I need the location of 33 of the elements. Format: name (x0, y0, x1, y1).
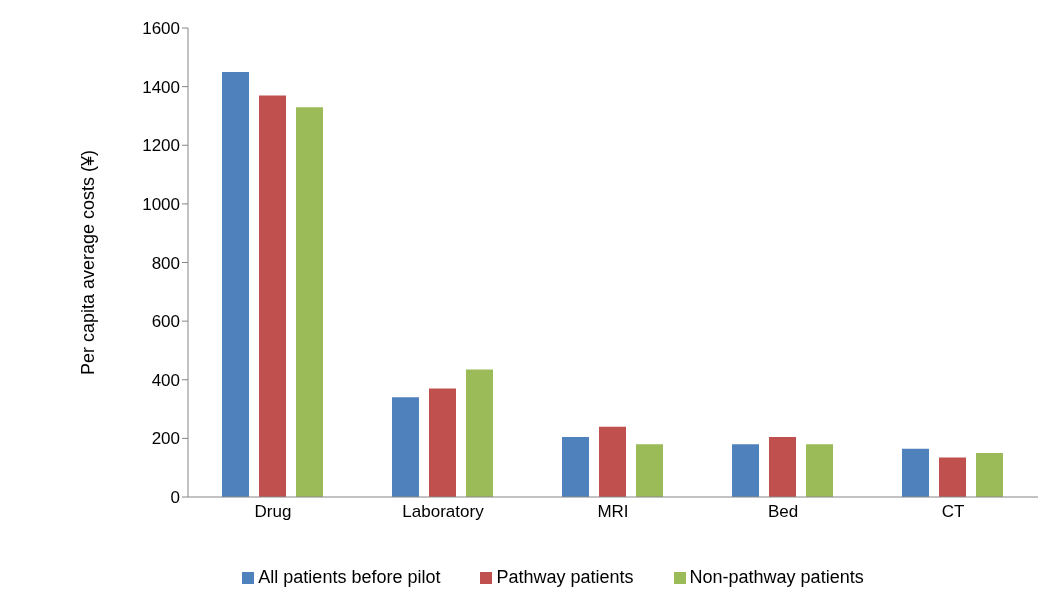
bar (392, 397, 419, 497)
bar (976, 453, 1003, 497)
bar (902, 448, 929, 497)
y-tick-label: 200 (151, 429, 180, 449)
legend-label: Non-pathway patients (689, 567, 864, 587)
y-tick-label: 1200 (142, 136, 180, 156)
y-tick-label: 800 (151, 253, 180, 273)
bar (769, 436, 796, 497)
x-tick-label: CT (941, 502, 965, 522)
bar (429, 388, 456, 497)
bar (466, 369, 493, 497)
x-tick-label: Bed (767, 502, 799, 522)
y-axis-title: Per capita average costs (¥) (78, 149, 99, 376)
y-tick-label: 600 (151, 312, 180, 332)
bar (599, 426, 626, 497)
bar (562, 436, 589, 497)
bar (222, 71, 249, 497)
bar (732, 444, 759, 497)
bar (259, 95, 286, 497)
legend-label: All patients before pilot (258, 567, 441, 587)
bar (636, 444, 663, 497)
bar (296, 107, 323, 497)
x-tick-label: Drug (254, 502, 292, 522)
bar (806, 444, 833, 497)
bar (939, 457, 966, 497)
y-tick-label: 1600 (142, 19, 180, 39)
y-tick-label: 0 (170, 488, 180, 508)
x-tick-label: Laboratory (402, 502, 485, 522)
x-tick-label: MRI (597, 502, 629, 522)
legend-label: Pathway patients (496, 567, 634, 587)
y-tick-label: 1000 (142, 194, 180, 214)
y-tick-label: 1400 (142, 77, 180, 97)
y-tick-label: 400 (151, 370, 180, 390)
